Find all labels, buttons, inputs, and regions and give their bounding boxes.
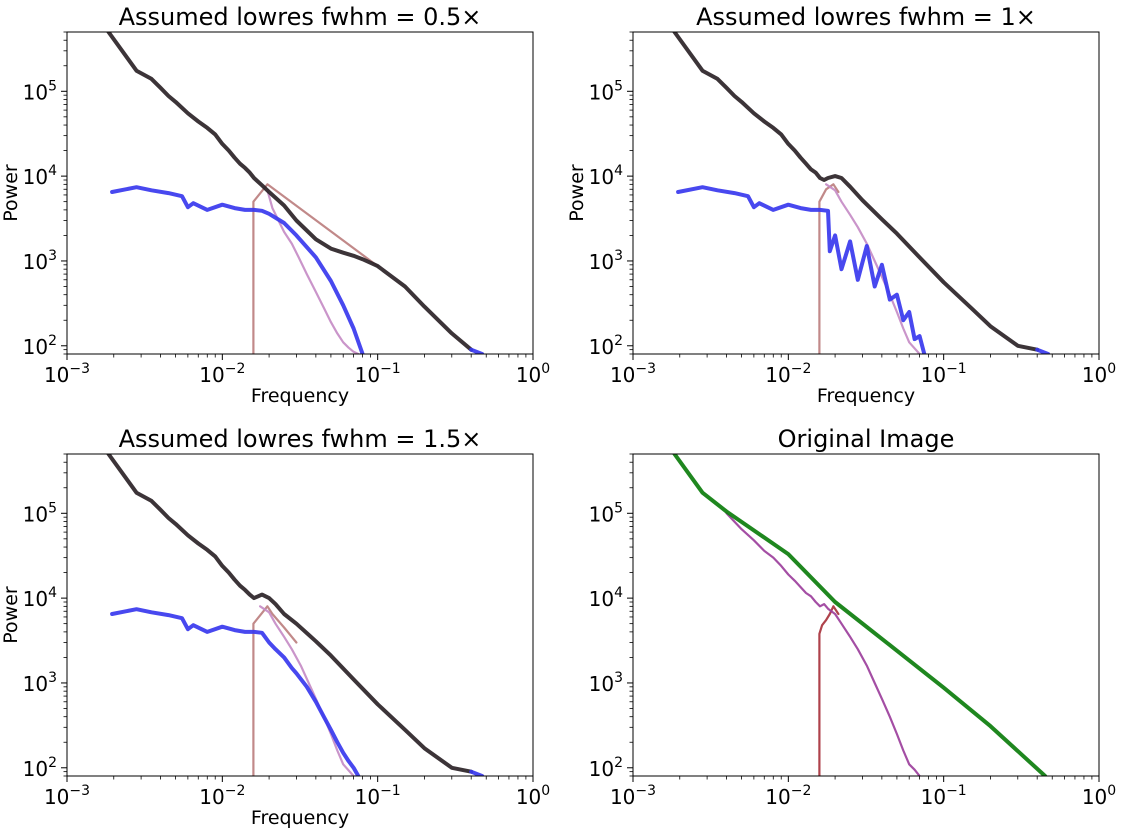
series-line-2 [725, 512, 921, 776]
x-tick-label: 10−2 [199, 361, 245, 387]
axes-frame [632, 31, 1100, 355]
series-line-1 [252, 605, 298, 776]
y-tick-label: 105 [23, 78, 57, 104]
subplot-title: Original Image [778, 425, 955, 453]
axes-frame [66, 31, 534, 355]
x-tick-label: 10−1 [355, 783, 401, 809]
x-tick-label: 100 [516, 783, 550, 809]
series-line-3 [110, 607, 361, 776]
x-tick-label: 10−3 [610, 361, 656, 387]
x-tick-label: 100 [1082, 783, 1116, 809]
axes-frame [632, 453, 1100, 777]
axes-frame [66, 453, 534, 777]
subplot-title: Assumed lowres fwhm = 1.5× [119, 425, 482, 453]
series-line-4 [106, 454, 474, 774]
x-tick-label: 100 [516, 361, 550, 387]
subplot-4: 10−3 10−2 10−1 100 102 103 104 105 Original Imag… [589, 425, 1117, 809]
y-tick-label: 103 [589, 670, 623, 696]
series-line-2 [259, 605, 355, 776]
y-tick-label: 105 [23, 500, 57, 526]
y-tick-label: 102 [23, 755, 57, 781]
x-axis-label: Frequency [251, 807, 349, 829]
series-group [672, 32, 1051, 354]
y-tick-label: 102 [589, 333, 623, 359]
series-line-5 [469, 769, 485, 776]
y-tick-label: 102 [589, 755, 623, 781]
series-line-3 [110, 185, 365, 354]
subplot-title: Assumed lowres fwhm = 0.5× [119, 3, 482, 31]
x-tick-label: 10−2 [199, 783, 245, 809]
y-tick-label: 105 [589, 78, 623, 104]
y-tick-label: 104 [589, 585, 623, 611]
series-line-1 [818, 605, 840, 776]
y-tick-label: 104 [589, 163, 623, 189]
y-axis-label: Power [0, 586, 22, 644]
x-tick-label: 10−1 [355, 361, 401, 387]
y-tick-label: 102 [23, 333, 57, 359]
x-tick-label: 10−1 [921, 361, 967, 387]
y-tick-label: 103 [23, 248, 57, 274]
series-line-3 [676, 185, 927, 354]
series-line-1 [252, 183, 379, 354]
series-line-3 [672, 454, 1048, 776]
x-tick-label: 10−2 [765, 361, 811, 387]
y-tick-label: 104 [23, 585, 57, 611]
y-tick-label: 103 [589, 248, 623, 274]
x-tick-label: 10−3 [44, 783, 90, 809]
subplot-1: 10−3 10−2 10−1 100 102 103 104 105 Assumed lowre… [0, 3, 550, 407]
series-line-4 [672, 32, 1040, 352]
series-line-2 [266, 189, 360, 354]
y-axis-label: Power [0, 164, 22, 222]
y-axis-label: Power [566, 164, 588, 222]
series-line-5 [1035, 347, 1051, 354]
y-tick-label: 103 [23, 670, 57, 696]
x-tick-label: 10−1 [921, 783, 967, 809]
series-group [106, 454, 485, 776]
subplot-title: Assumed lowres fwhm = 1× [696, 3, 1036, 31]
x-tick-label: 100 [1082, 361, 1116, 387]
series-line-1 [818, 183, 840, 354]
series-group [106, 32, 485, 354]
y-tick-label: 104 [23, 163, 57, 189]
x-axis-label: Frequency [817, 385, 915, 407]
series-group [672, 454, 1048, 776]
subplot-3: 10−3 10−2 10−1 100 102 103 104 105 Assumed lowre… [0, 425, 550, 829]
x-tick-label: 10−3 [610, 783, 656, 809]
x-tick-label: 10−3 [44, 361, 90, 387]
series-line-5 [469, 347, 485, 354]
y-tick-label: 105 [589, 500, 623, 526]
x-axis-label: Frequency [251, 385, 349, 407]
x-tick-label: 10−2 [765, 783, 811, 809]
series-line-2 [824, 183, 921, 354]
subplot-2: 10−3 10−2 10−1 100 102 103 104 105 Assumed lowre… [566, 3, 1116, 407]
series-line-4 [106, 32, 474, 352]
